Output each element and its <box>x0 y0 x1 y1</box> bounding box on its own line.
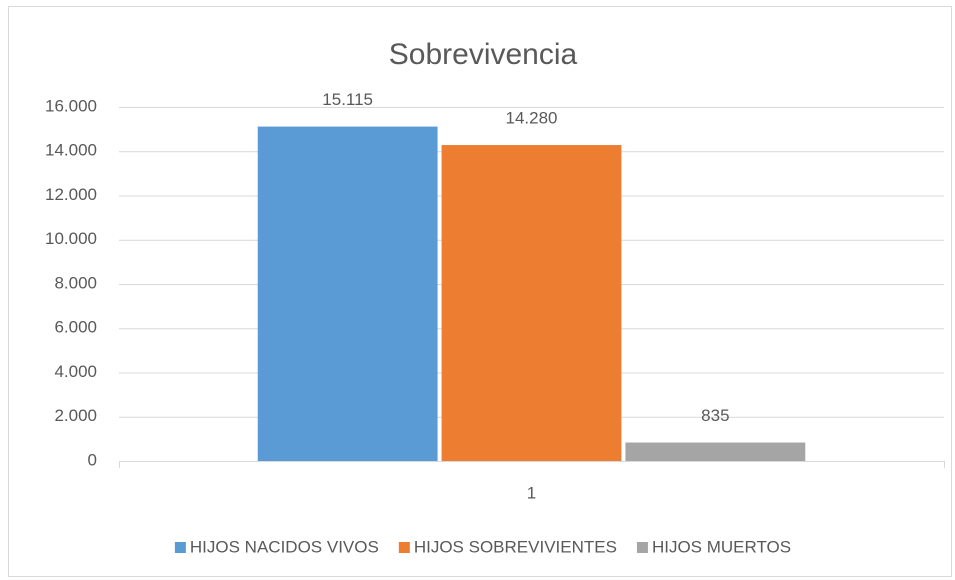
legend-swatch <box>636 542 648 553</box>
legend-swatch <box>398 542 410 553</box>
data-label: 15.115 <box>322 90 373 109</box>
y-tick-label: 12.000 <box>45 185 97 204</box>
y-tick-label: 4.000 <box>54 362 97 381</box>
legend-label: HIJOS MUERTOS <box>652 537 791 556</box>
y-tick-label: 16.000 <box>45 96 97 115</box>
bar <box>625 442 806 461</box>
y-tick-label: 0 <box>88 450 97 469</box>
bar <box>441 145 622 461</box>
y-tick-label: 10.000 <box>45 229 97 248</box>
y-tick-label: 8.000 <box>54 273 97 292</box>
legend-label: HIJOS SOBREVIVIENTES <box>414 537 617 556</box>
data-label: 14.280 <box>506 109 558 128</box>
y-tick-label: 14.000 <box>45 141 97 160</box>
legend-swatch <box>174 542 186 553</box>
legend-label: HIJOS NACIDOS VIVOS <box>190 537 379 556</box>
bar <box>257 126 438 461</box>
x-tick-label: 1 <box>527 483 536 502</box>
y-tick-label: 6.000 <box>54 318 97 337</box>
chart-title: Sobrevivencia <box>389 38 578 71</box>
y-tick-label: 2.000 <box>54 406 97 425</box>
data-label: 835 <box>701 406 729 425</box>
